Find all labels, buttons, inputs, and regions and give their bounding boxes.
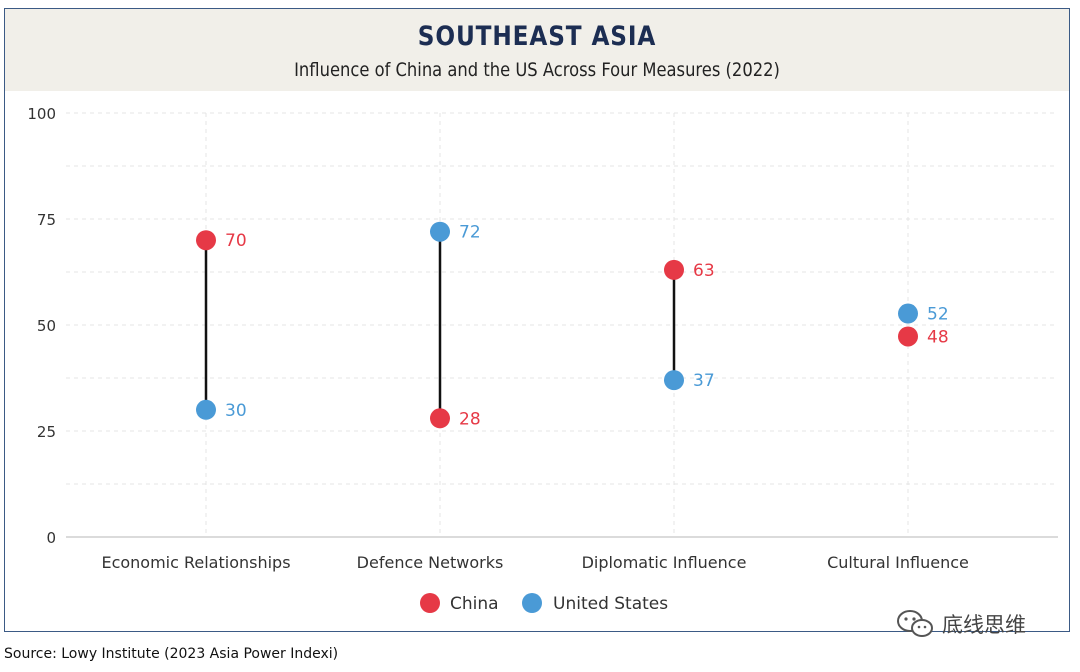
x-tick-label: Cultural Influence (827, 553, 969, 572)
watermark-text: 底线思维 (942, 613, 1026, 637)
y-tick-label: 50 (37, 317, 56, 335)
x-tick-label: Diplomatic Influence (582, 553, 747, 572)
data-label: 63 (693, 261, 715, 281)
legend-label: United States (553, 594, 668, 614)
china-point (664, 259, 684, 280)
y-tick-label: 25 (37, 423, 56, 441)
us-point (898, 303, 918, 324)
china-point (196, 230, 216, 251)
us-point (664, 370, 684, 391)
x-tick-label: Defence Networks (357, 553, 504, 572)
source-note: Source: Lowy Institute (2023 Asia Power … (4, 646, 339, 662)
y-tick-label: 100 (27, 105, 56, 123)
chart-header: SOUTHEAST ASIA Influence of China and th… (5, 9, 1069, 91)
china-point (430, 408, 450, 429)
chart-frame: SOUTHEAST ASIA Influence of China and th… (4, 8, 1070, 632)
chart-title: SOUTHEAST ASIA (417, 21, 657, 52)
legend-marker (522, 593, 542, 613)
data-label: 28 (459, 409, 481, 429)
data-label: 48 (927, 327, 949, 347)
watermark: 底线思维 (896, 609, 1026, 639)
data-label: 72 (459, 223, 481, 243)
wechat-icon (897, 610, 933, 637)
us-point (196, 399, 216, 420)
y-tick-label: 0 (46, 529, 56, 547)
y-tick-label: 75 (37, 211, 56, 229)
chart-subtitle: Influence of China and the US Across Fou… (294, 59, 780, 81)
data-label: 52 (927, 305, 949, 325)
x-tick-label: Economic Relationships (101, 553, 290, 572)
legend-label: China (450, 594, 499, 614)
legend-marker (420, 593, 440, 613)
data-label: 37 (693, 371, 715, 391)
data-label: 70 (225, 231, 247, 251)
china-point (898, 326, 918, 347)
data-label: 30 (225, 401, 247, 421)
us-point (430, 221, 450, 242)
